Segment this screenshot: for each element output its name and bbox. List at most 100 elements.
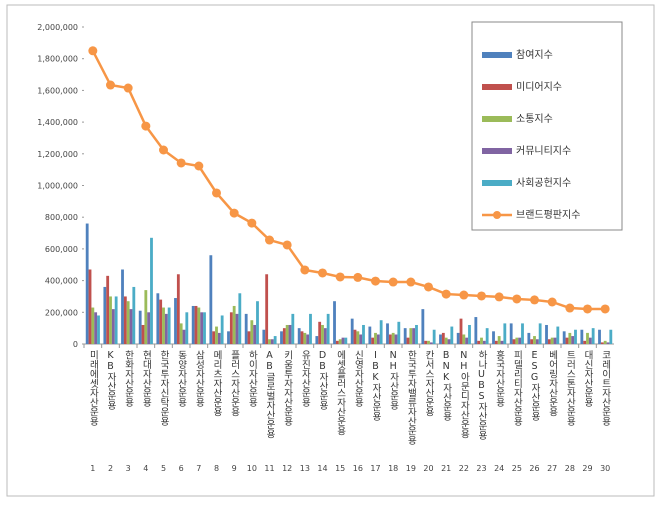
x-tick-label: KB자산운용 [105,350,116,410]
rank-label: 3 [126,464,131,473]
bar [270,339,274,344]
rank-label: 8 [214,464,219,473]
bar [209,255,213,344]
bar [253,324,257,344]
rank-label: 26 [529,464,539,473]
bar [556,326,560,344]
y-tick-label: 1,000,000 [37,182,78,191]
rank-label: 25 [512,464,522,473]
bar [388,334,392,344]
x-tick-label: 한화자산운용 [123,350,134,407]
bar [227,331,230,344]
bar [492,331,495,344]
legend-swatch [482,84,512,90]
bar [356,331,360,344]
x-tick-label: 트러스톤자산운용 [564,350,575,426]
bar [103,286,107,344]
legend-label: 미디어지수 [516,81,562,93]
bar [265,274,269,344]
bar [94,312,98,344]
bar [262,329,266,344]
legend-label: 참여지수 [516,49,553,61]
bar [429,342,433,344]
bar [280,331,283,344]
bar [485,328,489,344]
bar [359,334,363,344]
bar [465,337,469,344]
bar [603,340,607,344]
x-tick-label: 동양자산운용 [176,350,187,407]
y-tick-label: 1,200,000 [37,150,78,159]
bar [333,301,336,344]
bar [376,334,380,344]
rank-label: 22 [459,464,469,473]
bar [247,331,251,344]
rank-label: 16 [353,464,363,473]
bar [550,337,554,344]
bar [497,336,501,344]
bar [285,324,289,344]
x-tick-label: NH자산운용 [388,350,399,410]
bar [109,296,112,344]
legend-swatch [493,211,501,219]
bar [121,269,124,344]
x-tick-label: DB자산운용 [317,350,328,410]
line-point [512,294,522,304]
bar [503,323,507,344]
bar [126,301,130,344]
x-tick-label: 하이자산운용 [246,349,257,407]
bar [409,328,413,344]
line-point [229,208,239,218]
bar [538,323,542,344]
bar [441,332,445,344]
bar [167,307,171,344]
bar [459,318,463,344]
bar [220,315,224,344]
bar [91,307,95,344]
y-tick-label: 1,600,000 [37,86,78,95]
bar [235,313,239,344]
bar [600,342,604,344]
bar [338,339,342,344]
x-tick-label: 유진자산운용 [299,350,310,407]
y-tick-label: 600,000 [45,245,78,254]
bar [147,312,151,344]
x-tick-label: 한국투자신탁운용 [158,350,169,426]
x-tick-label: 코레이트자산운용 [600,350,611,426]
bar [244,313,248,344]
bar [412,328,416,344]
bar [129,309,133,344]
x-tick-label: 플러스자산운용 [229,350,240,417]
line-point [424,282,433,292]
bar [547,339,551,344]
rank-label: 20 [423,464,433,473]
bar [553,337,557,344]
bar [535,339,539,344]
bar [533,336,536,344]
rank-label: 2 [108,464,113,473]
bar [162,307,165,344]
bar [185,312,189,344]
x-tick-label: 신영자산운용 [352,350,363,407]
bar [353,329,357,344]
bar [432,329,436,344]
bar [341,337,345,344]
bar [132,286,136,344]
rank-label: 17 [370,464,380,473]
bar [309,313,312,344]
rank-label: 7 [196,464,201,473]
line-point [318,268,327,278]
bar [468,324,471,344]
legend-swatch [482,52,512,58]
line-point [212,188,221,198]
bar [203,312,206,344]
y-tick-label: 800,000 [45,213,78,222]
rank-label: 14 [317,464,327,473]
bar [306,334,310,344]
bar [527,332,531,344]
rank-label: 10 [247,464,257,473]
bar [606,342,610,344]
bar [97,315,100,344]
